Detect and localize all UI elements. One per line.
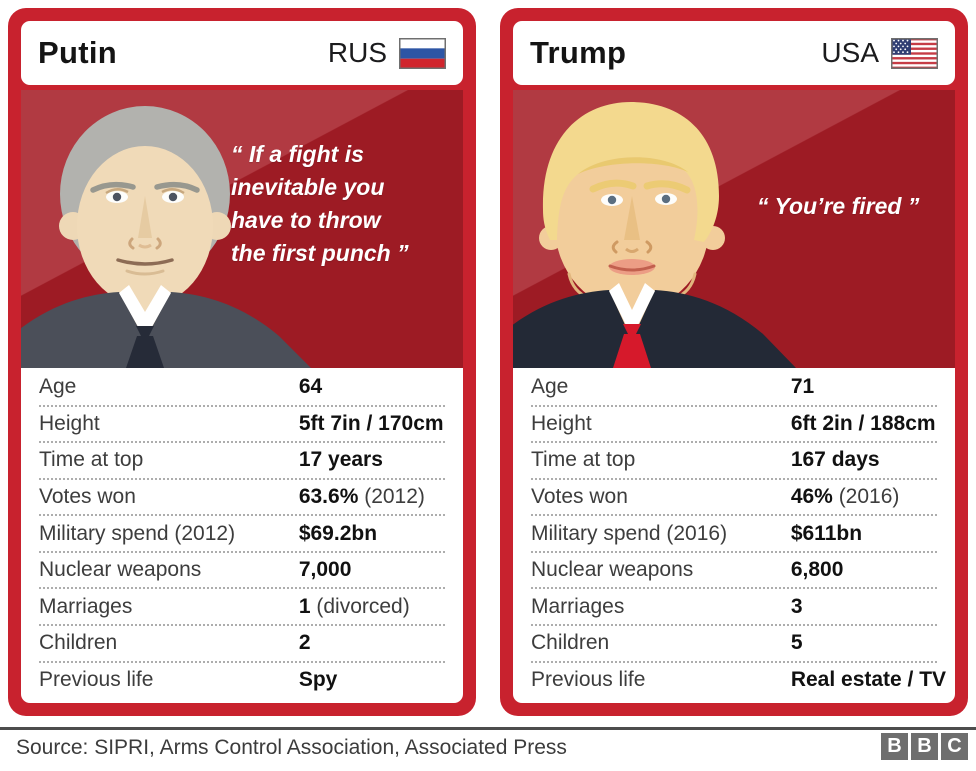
stat-label: Previous life [531,667,646,691]
stat-row-time-at-top: Time at top 17 years [39,443,445,480]
stat-row-marriages: Marriages 1 (divorced) [39,589,445,626]
stat-row-height: Height 5ft 7in / 170cm [39,407,445,444]
bbc-logo: B B C [881,733,968,760]
card-trump-stats: Age 71 Height 6ft 2in / 188cm Time at top 167… [513,368,955,703]
card-trump-country-code: USA [821,37,879,68]
card-putin-portrait: “ If a fight is inevitable you have to thr… [21,90,463,368]
bbc-logo-letter: C [941,733,968,760]
stat-label: Votes won [39,484,136,508]
stat-row-military-spend-2016-: Military spend (2016) $611bn [531,516,937,553]
stat-label: Children [39,631,118,655]
source-credit: Source: SIPRI, Arms Control Association,… [16,736,567,759]
stat-row-time-at-top: Time at top 167 days [531,443,937,480]
card-trump-header: Trump USA [513,21,955,85]
quote-line: have to throw [231,207,381,233]
bbc-logo-letter: B [881,733,908,760]
stat-row-previous-life: Previous life Real estate / TV [531,663,946,698]
stat-label: Children [531,631,610,655]
stat-row-height: Height 6ft 2in / 188cm [531,407,937,444]
comparison-cards: Putin RUS [8,8,968,716]
stat-value: $611bn [790,521,863,545]
stat-row-children: Children 2 [39,626,445,663]
stat-value: $69.2bn [298,521,378,545]
stat-label: Marriages [531,594,625,618]
stat-value-note: (2016) [832,484,900,508]
stat-value: 5ft 7in / 170cm [298,411,444,435]
card-putin-country: RUS [328,37,446,69]
card-trump-quote: “ You’re fired ” [757,190,919,223]
stat-value: Spy [298,667,338,691]
bbc-logo-letter: B [911,733,938,760]
stat-row-nuclear-weapons: Nuclear weapons 6,800 [531,553,937,590]
stat-value: 7,000 [298,558,352,582]
stat-label: Marriages [39,594,133,618]
card-putin-country-code: RUS [327,37,387,68]
stat-value: 6ft 2in / 188cm [790,411,936,435]
stat-row-marriages: Marriages 3 [531,589,937,626]
stat-label: Age [39,375,77,399]
stat-row-nuclear-weapons: Nuclear weapons 7,000 [39,553,445,590]
stat-value: 6,800 [790,558,844,582]
stat-value: Real estate / TV [790,667,947,691]
stat-value: 46% (2016) [790,484,900,508]
stat-row-military-spend-2012-: Military spend (2012) $69.2bn [39,516,445,553]
russia-flag-icon [399,37,446,69]
stat-value: 167 days [790,448,880,472]
stat-label: Military spend (2012) [39,521,236,545]
card-putin-stats: Age 64 Height 5ft 7in / 170cm Time at top 17 … [21,368,463,703]
card-trump-name: Trump [530,35,627,70]
trump-illustration [513,102,796,368]
footer-divider [0,727,976,730]
usa-flag-icon [891,37,938,69]
stat-row-children: Children 5 [531,626,937,663]
card-trump-portrait: “ You’re fired ” [513,90,955,368]
card-putin-name: Putin [38,35,117,70]
card-putin-header: Putin RUS [21,21,463,85]
stat-row-age: Age 71 [531,370,937,407]
stat-value: 71 [790,375,815,399]
stat-row-votes-won: Votes won 63.6% (2012) [39,480,445,517]
quote-line: “ You’re fired ” [757,193,920,219]
quote-line: inevitable you [231,174,385,200]
stat-label: Height [39,411,100,435]
stat-row-votes-won: Votes won 46% (2016) [531,480,937,517]
putin-illustration [21,106,311,368]
stat-label: Time at top [39,448,144,472]
stat-value-note: (2012) [358,484,425,508]
quote-line: “ If a fight is [231,141,364,167]
stat-label: Height [531,411,592,435]
card-trump-country: USA [821,37,938,69]
stat-label: Military spend (2016) [531,521,728,545]
stat-label: Age [531,375,569,399]
stat-value: 63.6% (2012) [298,484,425,508]
stat-row-age: Age 64 [39,370,445,407]
stat-row-previous-life: Previous life Spy [39,663,445,698]
stat-label: Nuclear weapons [531,558,694,582]
stat-value: 64 [298,375,323,399]
card-putin-quote: “ If a fight is inevitable you have to thr… [231,138,409,270]
card-putin: Putin RUS [8,8,476,716]
stat-value-note: (divorced) [310,594,410,618]
stat-label: Time at top [531,448,636,472]
stat-value: 5 [790,631,803,655]
quote-line: the first punch ” [231,240,409,266]
stat-value: 17 years [298,448,383,472]
stat-value: 1 (divorced) [298,594,410,618]
stat-label: Votes won [531,484,628,508]
card-trump: Trump USA [500,8,968,716]
stat-label: Previous life [39,667,154,691]
stat-label: Nuclear weapons [39,558,202,582]
stat-value: 3 [790,594,803,618]
stat-value: 2 [298,631,311,655]
